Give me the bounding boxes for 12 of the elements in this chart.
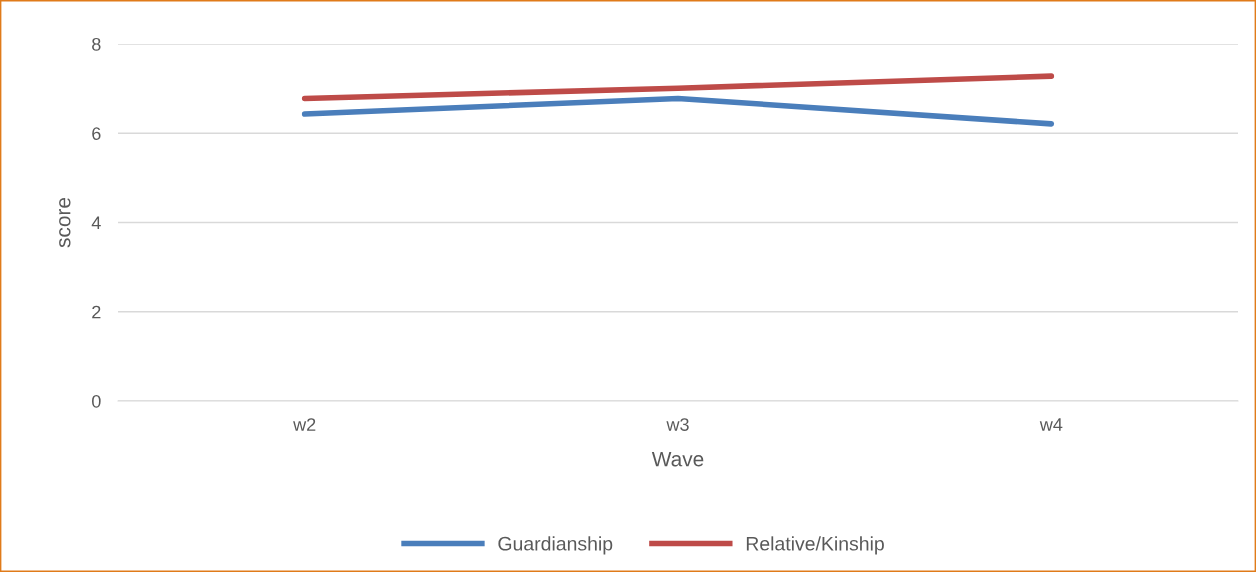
x-tick-label: w4 [1039, 418, 1063, 431]
legend-label: Relative/Kinship [746, 536, 884, 555]
x-axis-title: Wave [651, 451, 704, 467]
x-tick-label: w3 [666, 418, 689, 431]
y-axis-title: score [59, 197, 71, 248]
x-tick-label: w2 [293, 418, 316, 431]
y-tick-label: 0 [92, 394, 101, 408]
legend-label: Guardianship [498, 536, 613, 555]
y-tick-label: 2 [92, 305, 101, 319]
y-tick-label: 4 [91, 216, 101, 230]
y-tick-label: 6 [92, 127, 101, 140]
y-tick-label: 8 [92, 37, 101, 51]
